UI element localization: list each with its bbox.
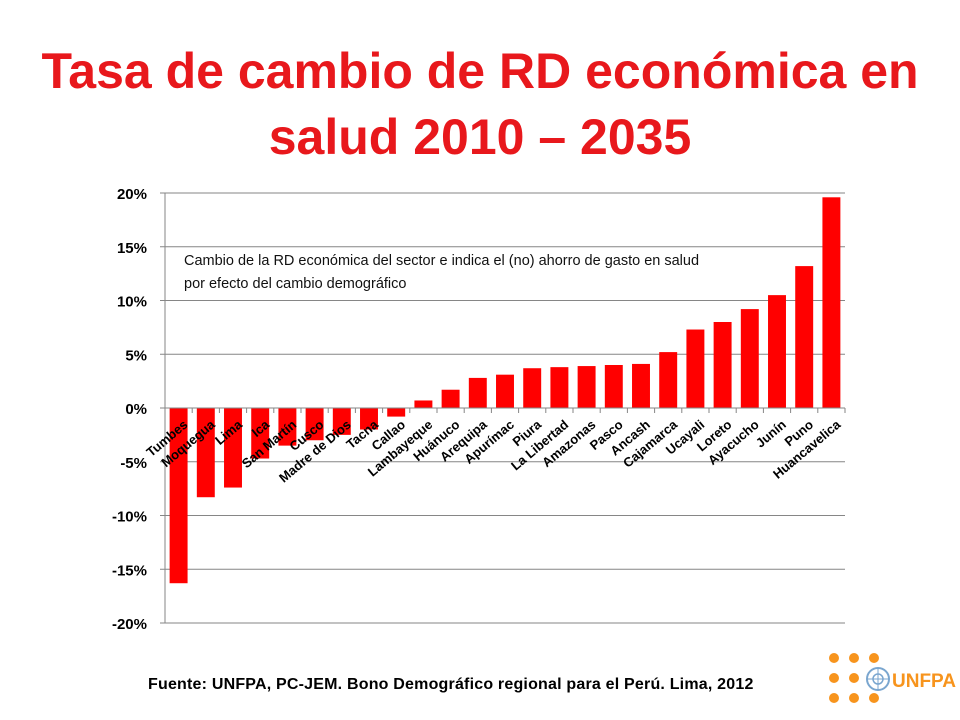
bar <box>740 309 759 408</box>
bar <box>414 400 433 408</box>
bar <box>795 266 814 408</box>
bar <box>224 408 242 488</box>
bar <box>441 389 460 408</box>
unfpa-logo: UNFPA <box>829 653 956 703</box>
bar <box>686 329 705 408</box>
axes <box>160 192 846 624</box>
chart-title: Tasa de cambio de RD económica en salud … <box>0 38 960 170</box>
y-tick-label: -10% <box>112 509 147 526</box>
bar <box>387 408 406 417</box>
bars <box>169 197 841 584</box>
source-note: Fuente: UNFPA, PC-JEM. Bono Demográfico … <box>148 676 754 693</box>
x-tick-label: Junín <box>753 417 789 451</box>
unfpa-wordmark: UNFPA <box>892 671 956 692</box>
bar <box>577 366 596 408</box>
bar <box>768 295 786 408</box>
y-tick-label: -5% <box>120 455 147 472</box>
bar <box>305 408 324 441</box>
bar <box>659 352 678 408</box>
bar <box>360 408 378 430</box>
bar <box>196 408 215 498</box>
bar <box>604 365 623 408</box>
y-tick-label: -20% <box>112 616 147 633</box>
chart-title-line-2: salud 2010 – 2035 <box>268 109 692 165</box>
chart-title-line-1: Tasa de cambio de RD económica en <box>41 43 919 99</box>
bar <box>278 408 297 446</box>
annotation-line-1: Cambio de la RD económica del sector e i… <box>184 253 700 269</box>
bar <box>632 363 650 408</box>
annotation-line-2: por efecto del cambio demográfico <box>184 276 407 292</box>
bar <box>332 408 351 435</box>
y-tick-label: 0% <box>125 401 147 418</box>
y-tick-label: 10% <box>117 294 147 311</box>
bar <box>468 377 487 408</box>
chart-annotation: Cambio de la RD económica del sector e i… <box>184 250 804 296</box>
un-emblem-icon <box>866 667 890 691</box>
unfpa-dots-icon <box>829 653 879 703</box>
bar <box>713 322 732 408</box>
bar <box>550 367 569 408</box>
y-tick-label: -15% <box>112 562 147 579</box>
y-tick-labels: 20% 15% 10% 5% 0% -5% -10% -15% -20% <box>112 186 147 633</box>
y-tick-label: 20% <box>117 186 147 203</box>
y-tick-label: 15% <box>117 240 147 257</box>
bar <box>523 368 542 408</box>
bar <box>496 374 514 408</box>
bar <box>169 408 188 584</box>
y-tick-label: 5% <box>125 347 147 364</box>
bar <box>822 197 841 408</box>
bar <box>251 408 270 459</box>
